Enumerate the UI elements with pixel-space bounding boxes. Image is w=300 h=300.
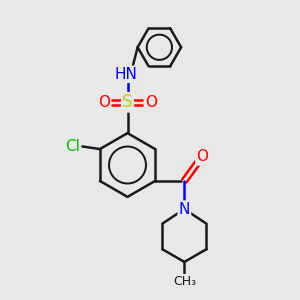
Text: O: O xyxy=(98,95,110,110)
Text: CH₃: CH₃ xyxy=(173,275,196,288)
Text: O: O xyxy=(145,95,157,110)
Text: Cl: Cl xyxy=(65,139,80,154)
Text: N: N xyxy=(179,202,190,217)
Text: S: S xyxy=(122,93,133,111)
Text: HN: HN xyxy=(115,67,138,82)
Text: O: O xyxy=(196,149,208,164)
